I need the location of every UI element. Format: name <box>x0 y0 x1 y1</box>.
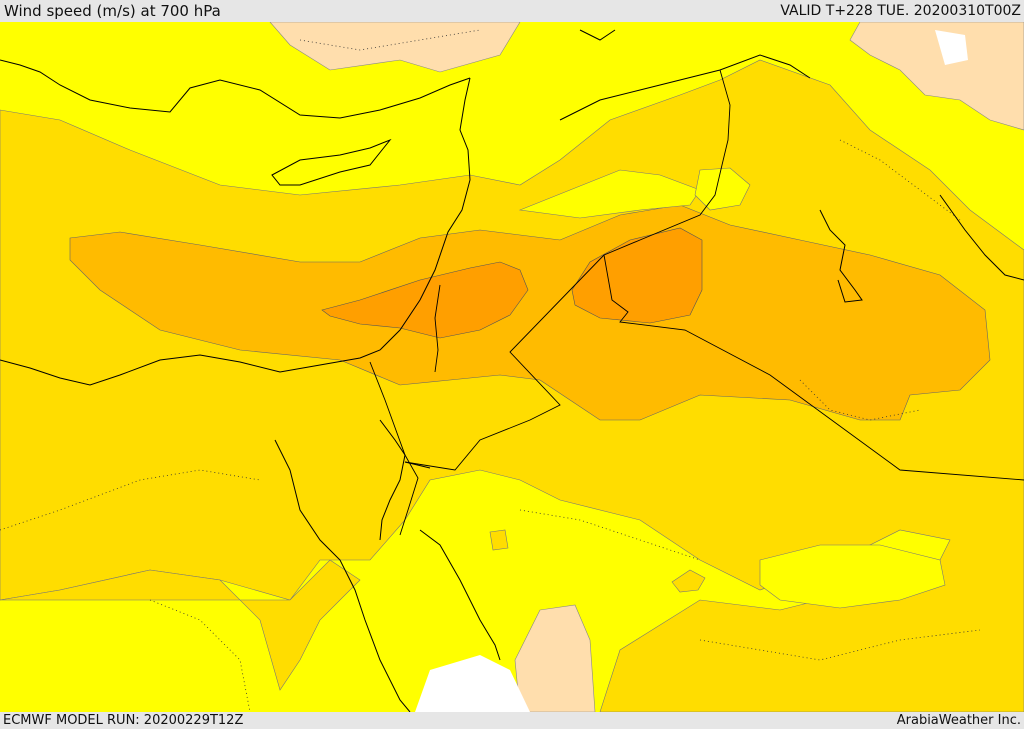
field-peach-ne <box>849 22 1024 131</box>
dotted-contours <box>0 29 981 712</box>
field-white-sea <box>415 655 530 712</box>
field-peach-south <box>514 604 596 712</box>
field-gold <box>0 59 1024 712</box>
field-orange-east <box>571 227 703 324</box>
map-title: Wind speed (m/s) at 700 hPa <box>4 2 221 20</box>
borders <box>369 69 1024 536</box>
credit: ArabiaWeather Inc. <box>896 713 1021 728</box>
header-bar: Wind speed (m/s) at 700 hPa VALID T+228 … <box>0 0 1024 22</box>
valid-time: VALID T+228 TUE. 20200310T00Z <box>780 3 1021 19</box>
field-orange-west <box>321 261 529 339</box>
wind-speed-map <box>0 22 1024 712</box>
field-gold-sw <box>0 559 361 691</box>
field-gold-pocket-2 <box>489 529 509 551</box>
coastlines <box>0 29 1024 712</box>
field-yellow-pocket-3 <box>759 544 946 609</box>
field-white-ne <box>935 30 968 65</box>
field-gold-pocket <box>671 569 706 593</box>
footer-bar: ECMWF MODEL RUN: 20200229T12Z ArabiaWeat… <box>0 712 1024 729</box>
field-amber <box>69 204 991 421</box>
field-yellow-pocket-2 <box>694 167 751 211</box>
field-peach-north <box>269 22 521 73</box>
model-run: ECMWF MODEL RUN: 20200229T12Z <box>3 713 244 728</box>
